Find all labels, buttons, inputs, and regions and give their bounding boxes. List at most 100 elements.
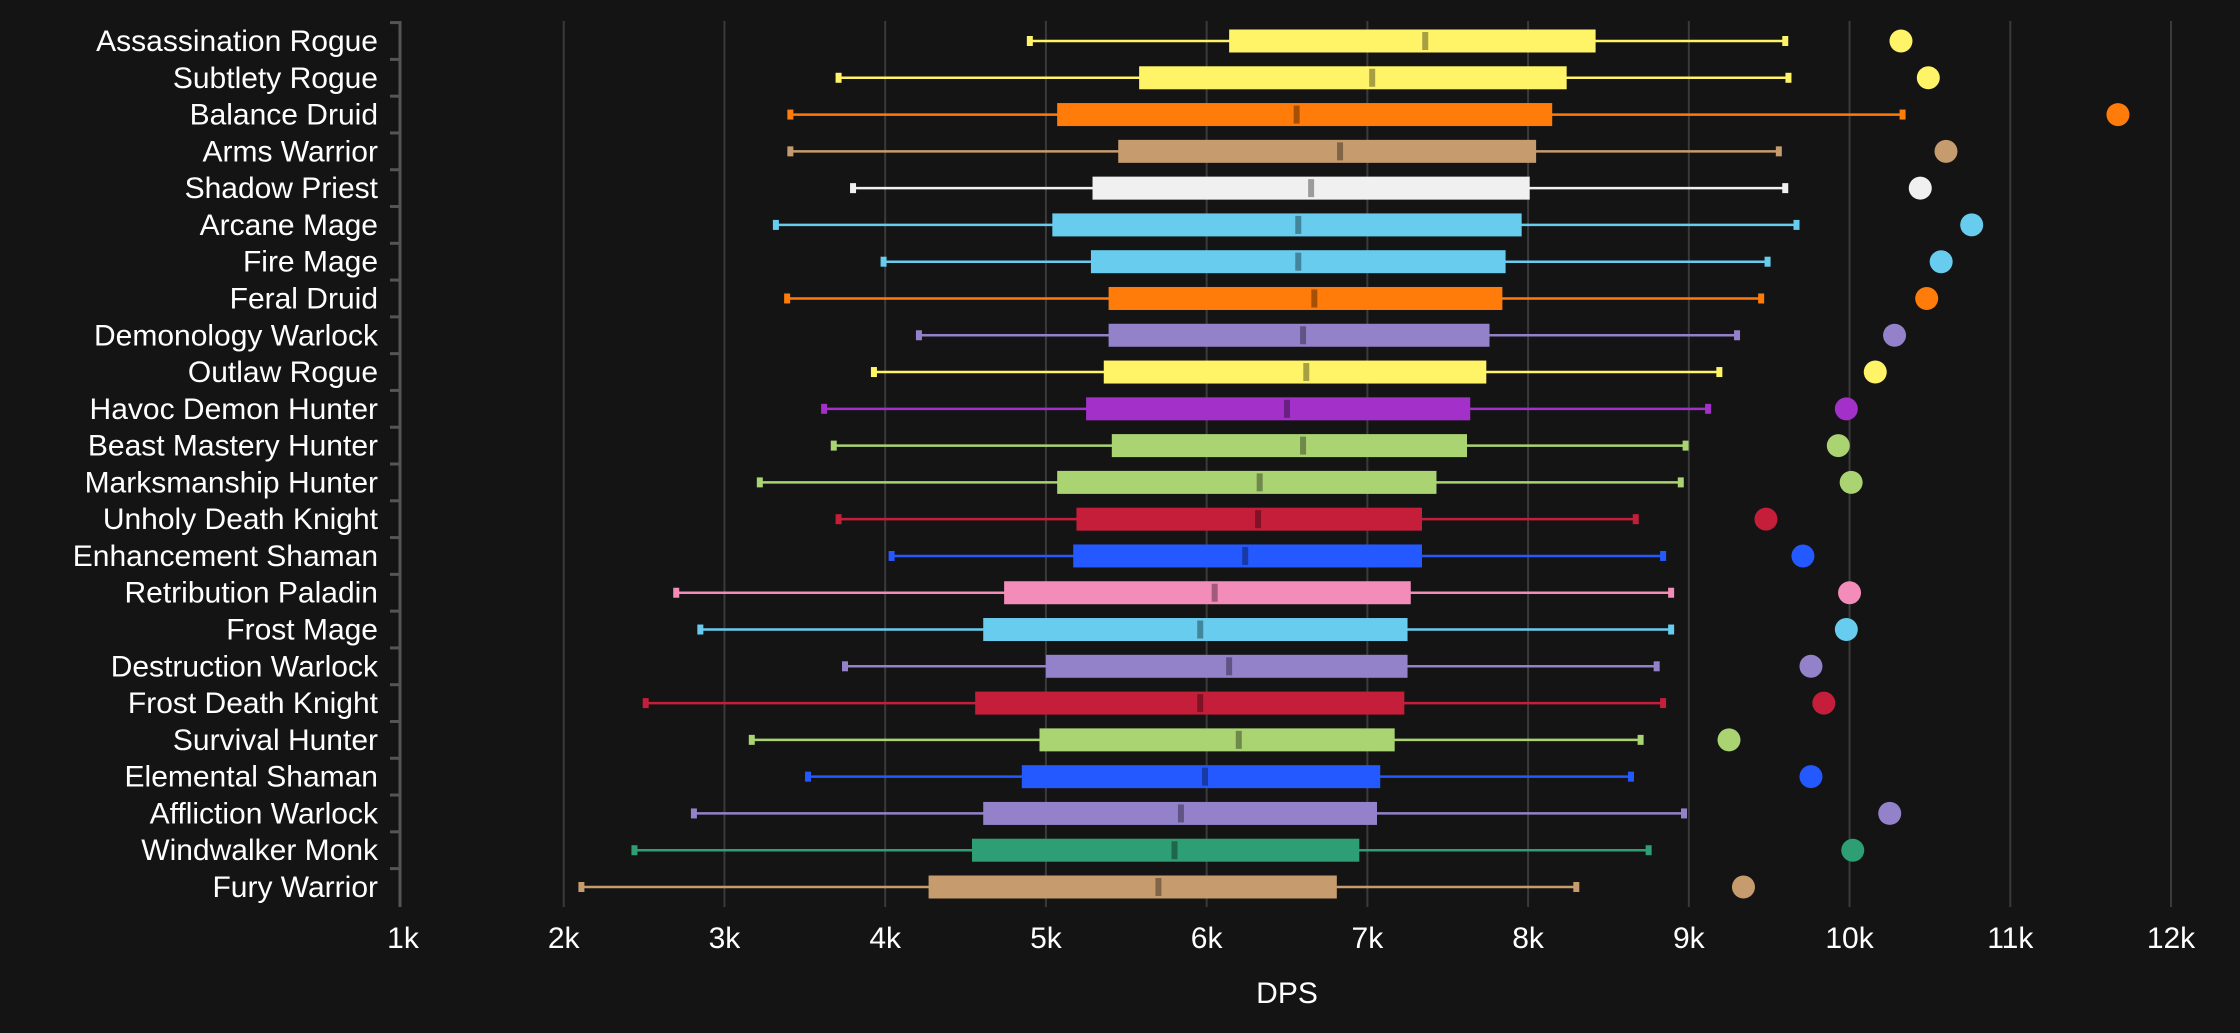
whisker-cap-max bbox=[1758, 293, 1765, 304]
y-axis: Assassination Rogue Subtlety Rogue Balance… bbox=[73, 21, 402, 907]
x-axis-label: DPS bbox=[1256, 977, 1318, 1010]
whisker-cap-min bbox=[880, 256, 887, 267]
max-point bbox=[1826, 434, 1850, 458]
x-tick-label: 4k bbox=[869, 922, 902, 955]
box-elemental-shaman bbox=[805, 765, 1823, 789]
x-tick-label: 1k bbox=[387, 922, 420, 955]
median-marker bbox=[1303, 363, 1310, 382]
grid-lines bbox=[562, 21, 2172, 907]
box-havoc-demon-hunter bbox=[821, 397, 1858, 421]
max-point bbox=[1929, 250, 1953, 274]
box-fire-mage bbox=[880, 250, 1953, 274]
x-tick-label: 5k bbox=[1030, 922, 1063, 955]
iqr-box bbox=[1052, 213, 1522, 237]
y-tick-label: Retribution Paladin bbox=[125, 577, 379, 610]
x-tick-label: 10k bbox=[1825, 922, 1874, 955]
y-tick-label: Balance Druid bbox=[190, 99, 378, 132]
median-marker bbox=[1295, 252, 1302, 271]
iqr-box bbox=[1076, 507, 1423, 531]
whisker-cap-min bbox=[690, 808, 697, 819]
whisker-cap-max bbox=[1705, 403, 1712, 414]
y-tick-label: Outlaw Rogue bbox=[188, 356, 378, 389]
y-tick-label: Assassination Rogue bbox=[96, 25, 378, 58]
whisker-cap-max bbox=[1653, 661, 1660, 672]
median-marker bbox=[1300, 436, 1307, 455]
iqr-box bbox=[1039, 728, 1395, 752]
iqr-box bbox=[1108, 323, 1490, 347]
max-point bbox=[1908, 176, 1932, 200]
median-marker bbox=[1226, 657, 1233, 676]
median-marker bbox=[1422, 32, 1429, 50]
max-point bbox=[1834, 397, 1858, 421]
median-marker bbox=[1293, 105, 1300, 124]
iqr-box bbox=[1229, 29, 1596, 53]
whisker-cap-max bbox=[1668, 587, 1675, 598]
whisker-cap-min bbox=[787, 109, 794, 120]
x-tick-label: 11k bbox=[1987, 922, 2034, 955]
y-tick-label: Marksmanship Hunter bbox=[85, 466, 378, 499]
x-axis: 1k 2k 3k 4k 5k 6k 7k 8k 9k 10k 11k 12k bbox=[387, 922, 2196, 955]
median-marker bbox=[1300, 326, 1307, 345]
whisker-cap-min bbox=[784, 293, 791, 304]
iqr-box bbox=[928, 875, 1337, 899]
whisker-cap-min bbox=[830, 440, 837, 451]
max-point bbox=[1889, 29, 1913, 53]
iqr-box bbox=[983, 618, 1408, 642]
max-point bbox=[1791, 544, 1815, 568]
iqr-box bbox=[1057, 103, 1553, 127]
box-frost-death-knight bbox=[642, 691, 1836, 715]
iqr-box bbox=[1086, 397, 1471, 421]
max-point bbox=[1960, 213, 1984, 237]
box-retribution-paladin bbox=[673, 581, 1862, 605]
box-feral-druid bbox=[784, 286, 1939, 310]
whisker-cap-min bbox=[697, 624, 704, 635]
whisker-cap-max bbox=[1899, 109, 1906, 120]
max-point bbox=[1812, 691, 1836, 715]
max-point bbox=[1916, 66, 1940, 90]
y-tick-label: Affliction Warlock bbox=[150, 797, 379, 830]
iqr-box bbox=[1108, 286, 1503, 310]
y-tick-label: Enhancement Shaman bbox=[73, 540, 378, 573]
whisker-cap-max bbox=[1637, 734, 1644, 745]
max-point bbox=[1883, 323, 1907, 347]
whisker-cap-max bbox=[1627, 771, 1634, 782]
box-arcane-mage bbox=[772, 213, 1984, 237]
iqr-box bbox=[983, 801, 1378, 825]
x-tick-label: 3k bbox=[709, 922, 742, 955]
box-survival-hunter bbox=[748, 728, 1741, 752]
y-tick-label: Beast Mastery Hunter bbox=[88, 430, 378, 463]
median-marker bbox=[1295, 215, 1302, 234]
whisker-cap-min bbox=[756, 477, 763, 488]
whisker-cap-max bbox=[1682, 440, 1689, 451]
x-tick-label: 8k bbox=[1512, 922, 1545, 955]
iqr-box bbox=[1004, 581, 1411, 605]
box-destruction-warlock bbox=[842, 654, 1823, 678]
max-point bbox=[1841, 838, 1865, 862]
iqr-box bbox=[1021, 765, 1381, 789]
whisker-cap-min bbox=[642, 698, 649, 709]
whisker-cap-max bbox=[1645, 845, 1652, 856]
whisker-cap-min bbox=[578, 882, 585, 892]
y-tick-label: Havoc Demon Hunter bbox=[90, 393, 378, 426]
y-tick-label: Frost Mage bbox=[226, 614, 378, 647]
box-fury-warrior bbox=[578, 875, 1755, 899]
median-marker bbox=[1197, 620, 1204, 639]
box-subtlety-rogue bbox=[835, 66, 1940, 90]
max-point bbox=[1799, 654, 1823, 678]
max-point bbox=[1839, 470, 1863, 494]
whisker-cap-max bbox=[1764, 256, 1771, 267]
y-tick-label: Elemental Shaman bbox=[125, 761, 378, 794]
box-marksmanship-hunter bbox=[756, 470, 1863, 494]
whisker-cap-min bbox=[888, 550, 895, 561]
median-marker bbox=[1211, 583, 1218, 602]
whisker-cap-min bbox=[1026, 36, 1033, 46]
max-point bbox=[1863, 360, 1887, 384]
whisker-cap-max bbox=[1632, 514, 1639, 525]
whisker-cap-max bbox=[1680, 808, 1687, 819]
iqr-box bbox=[1090, 250, 1506, 274]
iqr-box bbox=[1092, 176, 1530, 200]
iqr-box bbox=[1045, 654, 1408, 678]
iqr-box bbox=[971, 838, 1360, 862]
whisker-cap-min bbox=[835, 72, 842, 83]
